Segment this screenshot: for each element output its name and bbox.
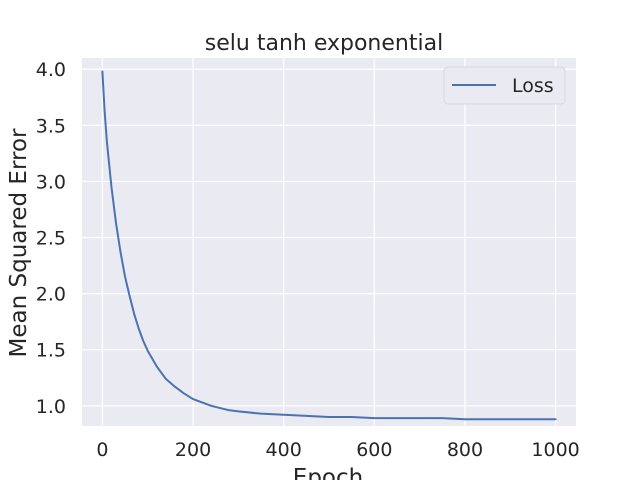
legend-label-loss: Loss	[512, 75, 554, 97]
plot-area	[82, 58, 576, 426]
x-axis-label: Epoch	[293, 465, 363, 480]
x-tick-label-4: 800	[447, 439, 483, 461]
y-tick-label-5: 3.5	[36, 115, 66, 137]
series-line-0	[101, 70, 557, 421]
x-tick-label-5: 1000	[531, 439, 579, 461]
x-tick-label-3: 600	[356, 439, 392, 461]
x-tick-label-0: 0	[96, 439, 108, 461]
legend-box	[443, 66, 566, 105]
chart-title: selu tanh exponential	[205, 31, 443, 56]
y-tick-label-2: 2.0	[36, 284, 66, 306]
tick-labels: 0 200 400 600 800 1000 1.0 1.5 2.0 2.5 3.0 3.5 4.0	[36, 59, 580, 461]
y-tick-label-3: 2.5	[36, 228, 66, 250]
series-layer	[101, 70, 557, 421]
y-tick-label-6: 4.0	[36, 59, 66, 81]
grid-lines	[82, 58, 576, 426]
legend: Loss	[443, 66, 566, 105]
y-tick-label-1: 1.5	[36, 340, 66, 362]
y-axis-label: Mean Squared Error	[6, 128, 32, 357]
y-tick-label-0: 1.0	[36, 396, 66, 418]
x-tick-label-1: 200	[175, 439, 211, 461]
x-tick-label-2: 400	[266, 439, 302, 461]
y-tick-label-4: 3.0	[36, 171, 66, 193]
